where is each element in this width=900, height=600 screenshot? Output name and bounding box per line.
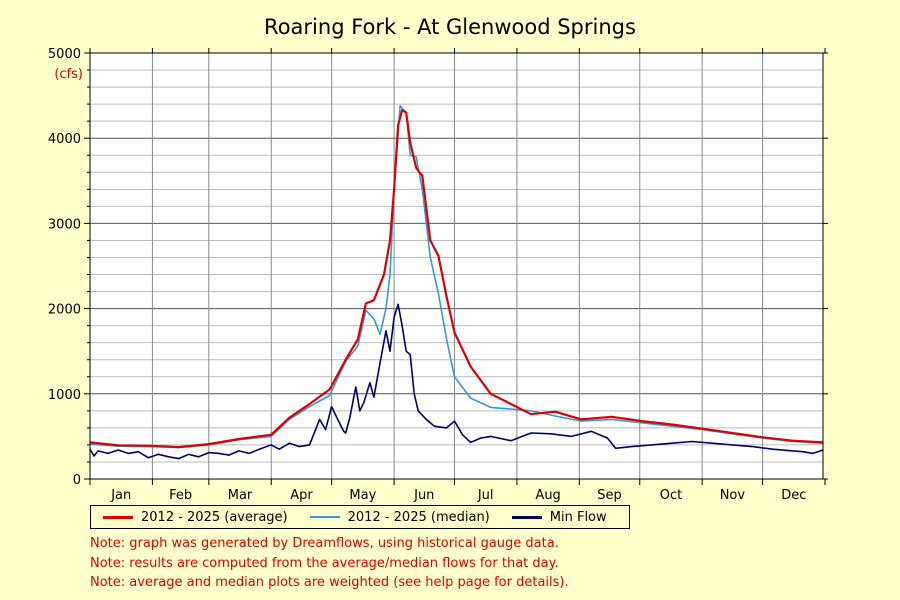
- legend-label-average: 2012 - 2025 (average): [141, 509, 288, 525]
- y-tick-label: 4000: [48, 132, 81, 147]
- x-tick-label: Jan: [110, 488, 131, 503]
- legend-swatch-average: [103, 515, 133, 519]
- axes: 0 1000 2000 3000 4000 5000 Jan Feb Mar Apr May Jun J…: [48, 47, 828, 503]
- x-tick-label: Nov: [720, 488, 746, 503]
- y-tick-label: 1000: [48, 388, 81, 403]
- x-tick-label: Feb: [169, 488, 192, 503]
- y-tick-label: 2000: [48, 303, 81, 318]
- notes: Note: graph was generated by Dreamflows,…: [90, 534, 569, 593]
- chart-title: Roaring Fork - At Glenwood Springs: [264, 15, 636, 39]
- legend-item-average: 2012 - 2025 (average): [103, 510, 288, 525]
- plot-frame: [89, 52, 824, 480]
- legend-item-min-flow: Min Flow: [511, 509, 607, 525]
- legend-label-median: 2012 - 2025 (median): [347, 509, 490, 525]
- note-line: Note: average and median plots are weigh…: [90, 575, 569, 590]
- series-line-min-flow: [89, 303, 824, 460]
- x-tick-label: Oct: [660, 488, 682, 503]
- x-tick-label: May: [349, 488, 376, 503]
- x-tick-label: Mar: [228, 488, 253, 503]
- x-tick-label: Apr: [290, 488, 313, 503]
- legend-label-min-flow: Min Flow: [549, 509, 607, 525]
- grid: [90, 52, 823, 480]
- series-line-average: [89, 108, 824, 449]
- legend-item-median: 2012 - 2025 (median): [309, 509, 490, 525]
- y-tick-label: 5000: [48, 47, 81, 62]
- note-line: Note: results are computed from the aver…: [90, 555, 559, 571]
- series-line-median: [89, 105, 824, 449]
- legend-swatch-median: [309, 516, 340, 518]
- x-tick-label: Jul: [477, 488, 494, 503]
- x-tick-label: Jun: [413, 488, 434, 503]
- x-tick-label: Dec: [781, 488, 806, 503]
- legend: 2012 - 2025 (average) 2012 - 2025 (media…: [90, 505, 630, 529]
- note-line: Note: graph was generated by Dreamflows,…: [90, 536, 559, 551]
- x-tick-label: Aug: [535, 488, 560, 503]
- y-tick-label: 0: [73, 473, 81, 488]
- legend-swatch-min-flow: [511, 515, 542, 519]
- plot-area: [90, 53, 823, 479]
- y-tick-label: 3000: [48, 217, 81, 232]
- series-layer: [89, 105, 824, 460]
- x-tick-label: Sep: [597, 488, 622, 503]
- y-axis-unit-label: (cfs): [54, 67, 83, 82]
